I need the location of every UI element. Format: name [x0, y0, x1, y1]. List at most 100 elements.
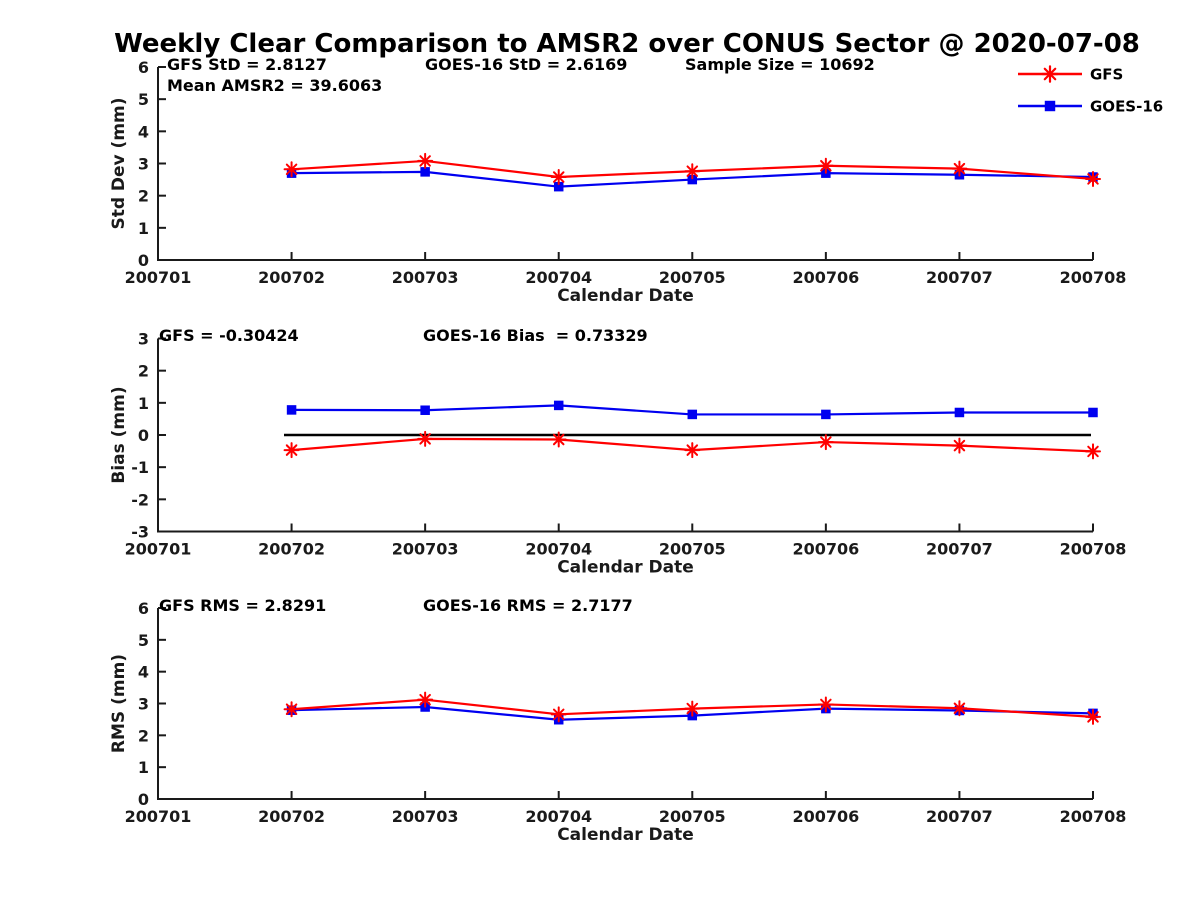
asterisk-marker-icon — [951, 437, 968, 454]
asterisk-marker-icon — [1041, 65, 1059, 83]
asterisk-marker-icon — [1085, 708, 1101, 725]
asterisk-marker-icon — [1085, 443, 1101, 460]
annotation-gfs-rms: GFS RMS = 2.8291 — [159, 596, 327, 615]
asterisk-marker-icon — [417, 152, 434, 169]
axis-lines — [157, 608, 1093, 800]
asterisk-marker-icon — [283, 701, 300, 718]
square-marker-icon — [420, 405, 430, 415]
annotation-goes-std: GOES-16 StD = 2.6169 — [425, 55, 628, 74]
y-tick-label: 0 — [138, 790, 149, 809]
y-tick-label: -3 — [131, 523, 149, 542]
y-tick-label: 2 — [138, 362, 149, 381]
y-tick-label: 3 — [138, 695, 149, 714]
y-tick-label: 1 — [138, 394, 149, 413]
x-tick-label: 200704 — [525, 807, 592, 826]
x-tick-label: 200703 — [392, 540, 459, 559]
y-tick-label: 3 — [138, 155, 149, 174]
y-tick-label: 4 — [138, 663, 149, 682]
square-marker-icon — [286, 405, 297, 415]
chart-title: Weekly Clear Comparison to AMSR2 over CO… — [114, 29, 1140, 59]
square-marker-icon — [1088, 407, 1098, 418]
axis-lines — [157, 67, 1093, 261]
x-tick-label: 200703 — [392, 268, 459, 287]
square-marker-icon — [821, 409, 831, 420]
annotation-gfs-std: GFS StD = 2.8127 — [167, 55, 327, 74]
annotation-goes-bias: GOES-16 Bias = 0.73329 — [423, 326, 648, 345]
x-tick-label: 200707 — [926, 807, 993, 826]
annotation-gfs-bias: GFS = -0.30424 — [159, 326, 299, 345]
asterisk-marker-icon — [417, 430, 434, 447]
y-tick-label: 4 — [138, 122, 149, 141]
y-tick-label: 5 — [138, 90, 149, 109]
square-marker-icon — [553, 400, 564, 411]
legend: GFS GOES-16 — [1018, 65, 1163, 116]
x-tick-label: 200702 — [258, 268, 325, 287]
x-tick-label: 200704 — [525, 268, 592, 287]
asterisk-marker-icon — [817, 434, 834, 451]
x-tick-label: 200705 — [659, 268, 726, 287]
asterisk-marker-icon — [417, 691, 434, 708]
square-marker-icon — [1044, 100, 1056, 112]
asterisk-marker-icon — [951, 700, 968, 717]
annotation-mean-amsr2: Mean AMSR2 = 39.6063 — [167, 76, 383, 95]
x-tick-label: 200703 — [392, 807, 459, 826]
asterisk-marker-icon — [684, 163, 701, 180]
x-axis-label: Calendar Date — [557, 286, 694, 306]
panel-bias: -3 -2 -1 0 1 2 3 200701 200702 200703 200704 200705… — [109, 330, 1126, 578]
y-tick-label: 6 — [138, 58, 149, 77]
asterisk-marker-icon — [550, 706, 567, 723]
legend-item-goes-16: GOES-16 — [1018, 98, 1163, 116]
x-tick-label: 200701 — [125, 807, 192, 826]
x-tick-label: 200701 — [125, 540, 192, 559]
y-tick-label: 2 — [138, 726, 149, 745]
y-axis-label: Std Dev (mm) — [109, 97, 129, 229]
legend-item-gfs: GFS — [1018, 65, 1123, 84]
square-marker-icon — [687, 174, 698, 185]
annotation-goes-rms: GOES-16 RMS = 2.7177 — [423, 596, 633, 615]
x-tick-label: 200704 — [525, 540, 592, 559]
x-tick-label: 200708 — [1060, 807, 1127, 826]
asterisk-marker-icon — [283, 161, 300, 178]
y-tick-label: 0 — [138, 251, 149, 270]
y-tick-label: 6 — [138, 599, 149, 618]
asterisk-marker-icon — [684, 700, 701, 717]
asterisk-marker-icon — [817, 696, 834, 713]
legend-label: GOES-16 — [1090, 98, 1163, 116]
y-tick-label: 1 — [138, 758, 149, 777]
square-marker-icon — [954, 407, 965, 418]
legend-label: GFS — [1090, 66, 1123, 84]
x-tick-label: 200706 — [792, 540, 859, 559]
panel-rms: 0 1 2 3 4 5 6 200701 200702 200703 200704 200705 200… — [109, 599, 1126, 845]
panel-std-dev: 0 1 2 3 4 5 6 200701 200702 200703 200704 200705 200… — [109, 58, 1126, 306]
x-tick-label: 200708 — [1060, 268, 1127, 287]
x-tick-label: 200707 — [926, 268, 993, 287]
asterisk-marker-icon — [817, 157, 834, 174]
asterisk-marker-icon — [951, 160, 968, 177]
y-axis-label: Bias (mm) — [109, 386, 129, 483]
x-tick-label: 200705 — [659, 807, 726, 826]
asterisk-marker-icon — [550, 169, 567, 186]
x-tick-label: 200706 — [792, 807, 859, 826]
asterisk-marker-icon — [550, 431, 567, 448]
asterisk-marker-icon — [684, 442, 701, 459]
x-tick-label: 200702 — [258, 540, 325, 559]
y-tick-label: 3 — [138, 330, 149, 349]
square-marker-icon — [553, 181, 564, 192]
x-axis-label: Calendar Date — [557, 558, 694, 578]
x-tick-label: 200708 — [1060, 540, 1127, 559]
y-tick-label: 2 — [138, 187, 149, 206]
x-tick-label: 200702 — [258, 807, 325, 826]
y-axis-label: RMS (mm) — [109, 654, 129, 753]
y-tick-label: 5 — [138, 631, 149, 650]
asterisk-marker-icon — [1085, 170, 1101, 187]
asterisk-marker-icon — [283, 442, 300, 459]
annotation-sample-size: Sample Size = 10692 — [685, 55, 875, 74]
x-axis-label: Calendar Date — [557, 825, 694, 845]
y-tick-label: -1 — [131, 458, 149, 477]
x-tick-label: 200705 — [659, 540, 726, 559]
y-tick-label: 0 — [138, 426, 149, 445]
x-tick-label: 200707 — [926, 540, 993, 559]
square-marker-icon — [420, 167, 430, 177]
